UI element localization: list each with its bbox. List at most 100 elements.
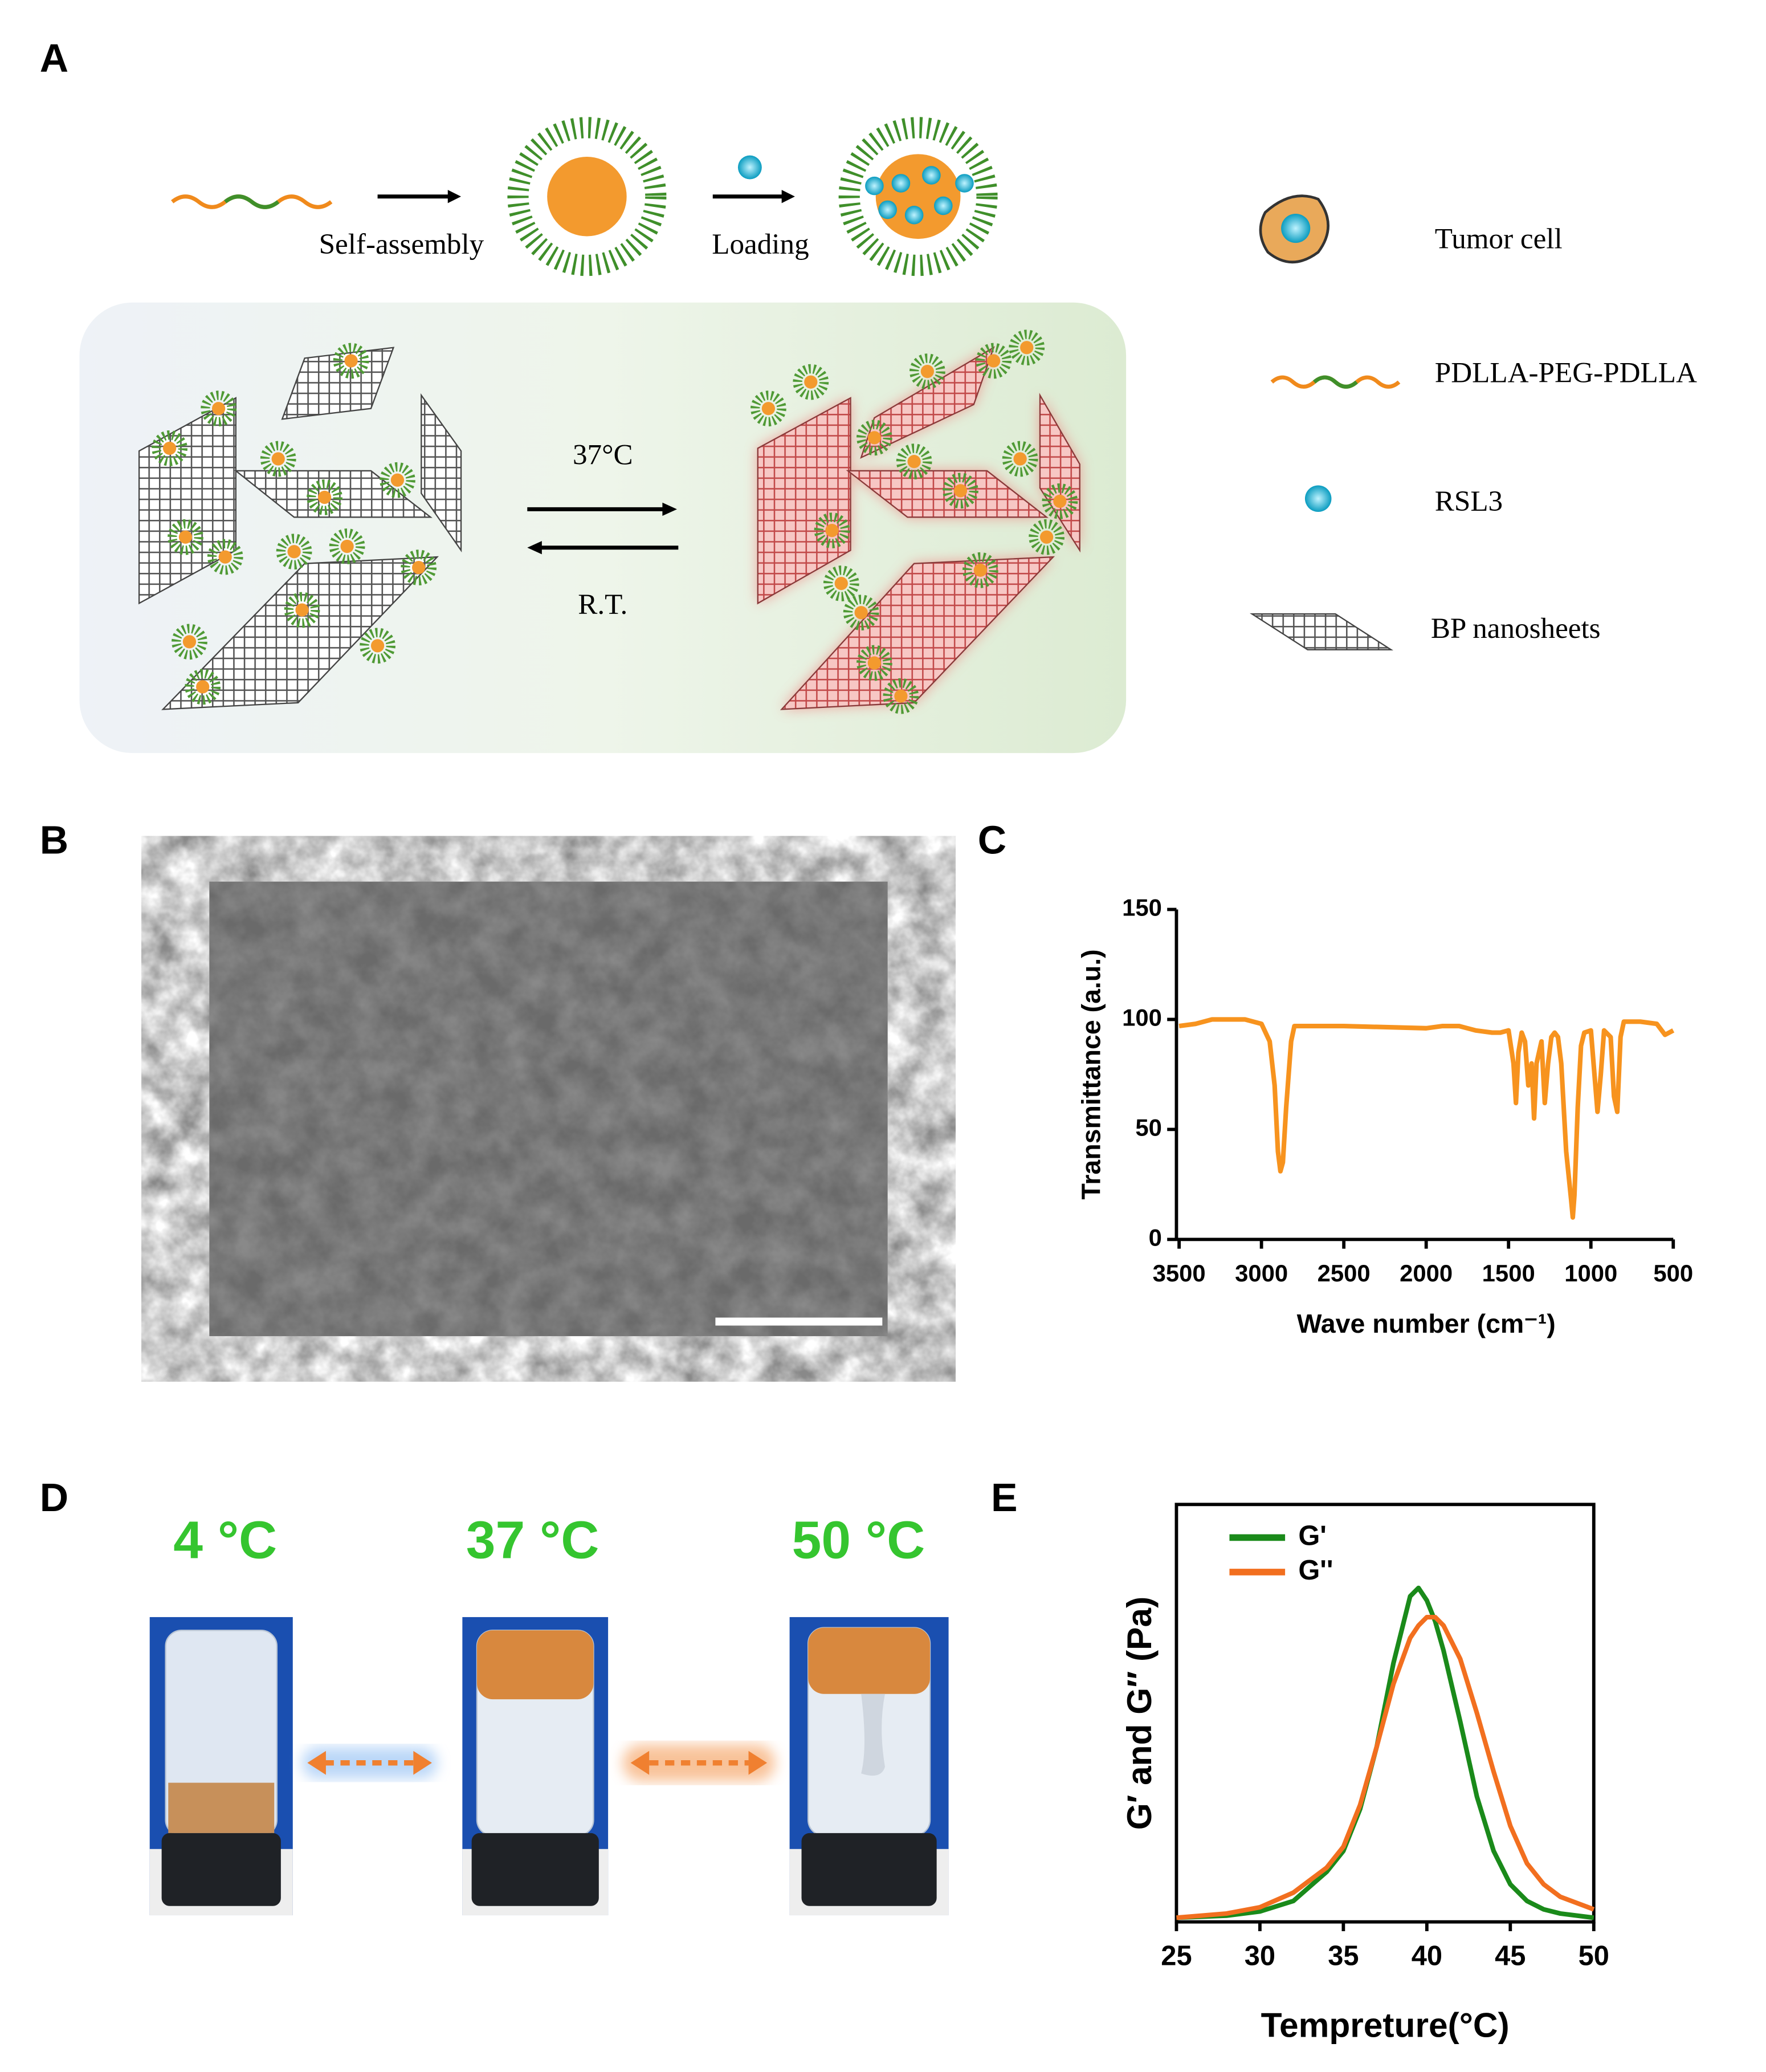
temperature-label: 4 °C (173, 1511, 277, 1570)
micelle-core (178, 530, 193, 544)
micelle-core (953, 484, 968, 498)
legend-label: BP nanosheets (1431, 612, 1601, 645)
legend-label: RSL3 (1435, 485, 1503, 518)
step-label: Loading (712, 228, 809, 260)
panel-letter: A (40, 36, 68, 80)
micelle-core (973, 563, 987, 577)
condition-label: 37°C (573, 438, 633, 471)
y-tick-label: 100 (1122, 1004, 1162, 1031)
micelle (943, 473, 978, 509)
micelle-core (894, 689, 908, 703)
x-tick-label: 30 (1245, 1940, 1275, 1971)
x-tick-label: 45 (1495, 1940, 1526, 1971)
micelle-core (867, 431, 882, 445)
condition-label: R.T. (578, 588, 627, 621)
micelle (857, 420, 892, 456)
y-tick-label: 50 (1135, 1114, 1162, 1141)
micelle-core (196, 680, 210, 694)
micelle-core (271, 452, 285, 466)
micelle-core (211, 402, 226, 416)
micelle-core (761, 402, 776, 416)
micelle-core (1013, 452, 1027, 466)
legend-label: G'' (1298, 1555, 1333, 1586)
micelle (1029, 519, 1065, 555)
micelle (401, 549, 437, 586)
micelle (909, 353, 945, 389)
micelle (329, 528, 365, 564)
micelle-core (317, 490, 332, 504)
micelle-core (907, 455, 921, 469)
micelle (260, 441, 296, 477)
micelle (814, 512, 850, 548)
y-tick-label: 0 (1149, 1224, 1162, 1251)
x-tick-label: 35 (1328, 1940, 1359, 1971)
charts: 3500 3000 2500 2000 1500 1000 500 0 50 100 150 Wave… (1076, 894, 1693, 2045)
panel-letter: B (40, 818, 68, 862)
micelle-core (370, 639, 385, 653)
schematic: Self-assembly Loading 37° (79, 117, 1697, 754)
sem-image (209, 881, 888, 1337)
legend-label: PDLLA-PEG-PDLLA (1435, 356, 1697, 389)
micelle-core (804, 375, 818, 389)
micelle (307, 479, 342, 515)
temperature-label: 37 °C (466, 1511, 599, 1570)
micelle (793, 364, 829, 400)
y-axis-label: G′ and G″ (Pa) (1120, 1597, 1159, 1830)
micelle (883, 678, 919, 714)
x-tick-label: 500 (1653, 1260, 1693, 1287)
y-axis-label: Transmittance (a.u.) (1076, 949, 1106, 1199)
series-line (1176, 1585, 1594, 1920)
x-tick-label: 50 (1579, 1940, 1609, 1971)
micelle-core (218, 550, 232, 564)
micelle-core (1053, 494, 1067, 508)
x-tick-label: 3500 (1153, 1260, 1206, 1287)
x-tick-label: 3000 (1235, 1260, 1288, 1287)
micelle-core (412, 561, 426, 575)
x-axis-label: Tempreture(°C) (1261, 2006, 1510, 2045)
micelle-core (920, 364, 935, 378)
micelle-core (287, 545, 301, 559)
plot-frame (1174, 1503, 1596, 1924)
series-line (1176, 1614, 1595, 1920)
x-tick-label: 25 (1161, 1940, 1192, 1971)
micelle-core (867, 656, 882, 670)
micelle-core (162, 441, 177, 455)
micelle-core (295, 603, 309, 617)
micelle (751, 390, 786, 427)
micelle (168, 519, 203, 555)
micelle-core (854, 606, 868, 620)
micelle-core (1020, 341, 1034, 355)
micelle (857, 645, 892, 681)
micelle-core (825, 523, 839, 538)
series-line (1178, 1017, 1675, 1220)
x-tick-label: 2500 (1318, 1260, 1371, 1287)
y-tick-label: 150 (1122, 894, 1162, 921)
micelle (333, 343, 369, 379)
micelle (976, 343, 1012, 379)
temperature-label: 50 °C (792, 1511, 925, 1570)
x-tick-label: 40 (1412, 1940, 1442, 1971)
micelle-core (1039, 530, 1054, 544)
micelle-core (182, 635, 197, 649)
panel-letter: C (978, 818, 1006, 862)
legend-label: G' (1298, 1520, 1327, 1551)
vial-photos: 4 °C 37 °C 50 °C (149, 1511, 949, 1916)
x-tick-label: 2000 (1400, 1260, 1453, 1287)
micelle-core (344, 354, 358, 368)
micelle (152, 430, 187, 466)
micelle (284, 592, 320, 628)
panel-letter: E (991, 1475, 1018, 1520)
micelle (896, 443, 932, 480)
step-label: Self-assembly (319, 228, 484, 260)
micelle-core (986, 354, 1001, 368)
micelle (201, 390, 236, 427)
micelle-core (340, 539, 354, 553)
x-tick-label: 1000 (1564, 1260, 1617, 1287)
legend-label: Tumor cell (1435, 222, 1563, 255)
x-tick-label: 1500 (1482, 1260, 1535, 1287)
panel-letter: D (40, 1475, 68, 1520)
micelle (1002, 441, 1038, 477)
micelle (843, 595, 879, 631)
